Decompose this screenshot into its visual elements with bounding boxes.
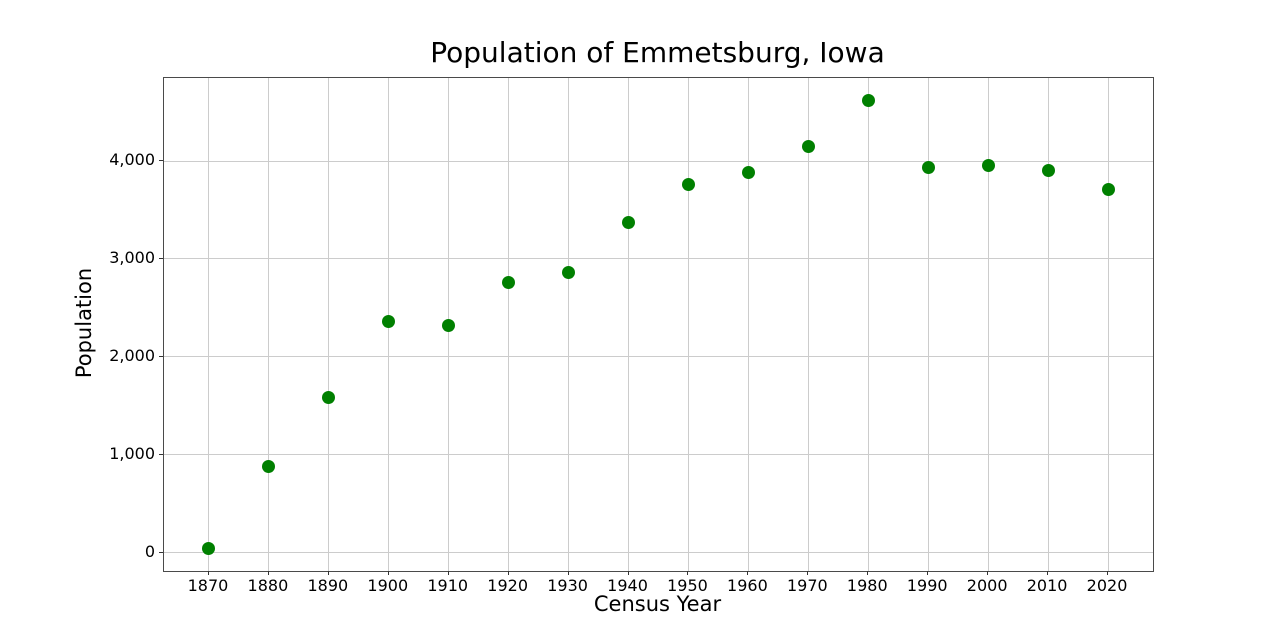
data-point bbox=[442, 318, 456, 332]
x-tick-mark bbox=[567, 571, 569, 575]
y-tick-label: 4,000 bbox=[109, 150, 155, 170]
data-point bbox=[622, 216, 636, 230]
x-tick-label: 1880 bbox=[247, 576, 289, 595]
x-tick-mark bbox=[807, 571, 809, 575]
x-tick-mark bbox=[207, 571, 209, 575]
x-tick-mark bbox=[1107, 571, 1109, 575]
y-tick-label: 3,000 bbox=[109, 247, 155, 267]
data-point bbox=[1101, 183, 1115, 197]
x-tick-mark bbox=[1047, 571, 1049, 575]
data-point bbox=[681, 178, 695, 192]
chart-title: Population of Emmetsburg, Iowa bbox=[430, 36, 885, 69]
y-tick-label: 1,000 bbox=[109, 443, 155, 463]
data-point bbox=[801, 139, 815, 153]
x-tick-mark bbox=[747, 571, 749, 575]
x-tick-label: 1910 bbox=[427, 576, 469, 595]
data-point bbox=[262, 459, 276, 473]
x-tick-label: 1890 bbox=[307, 576, 349, 595]
x-tick-label: 2010 bbox=[1026, 576, 1068, 595]
x-tick-label: 1950 bbox=[667, 576, 708, 595]
x-tick-mark bbox=[507, 571, 509, 575]
x-gridline bbox=[328, 78, 330, 571]
data-point bbox=[741, 165, 755, 179]
x-tick-mark bbox=[267, 571, 269, 575]
data-point bbox=[1041, 164, 1055, 178]
x-tick-label: 1970 bbox=[786, 576, 828, 595]
x-tick-mark bbox=[927, 571, 929, 575]
x-axis-label: Census Year bbox=[593, 592, 722, 616]
data-point bbox=[202, 542, 216, 556]
y-tick-label: 0 bbox=[144, 541, 155, 561]
x-gridline bbox=[807, 78, 809, 571]
y-tick-label: 2,000 bbox=[109, 345, 155, 365]
data-point bbox=[921, 160, 935, 174]
x-tick-label: 2020 bbox=[1086, 576, 1128, 595]
x-gridline bbox=[687, 78, 689, 571]
x-gridline bbox=[268, 78, 270, 571]
x-gridline bbox=[508, 78, 510, 571]
data-point bbox=[981, 158, 995, 172]
x-gridline bbox=[568, 78, 570, 571]
x-tick-mark bbox=[867, 571, 869, 575]
y-tick-mark bbox=[159, 257, 163, 259]
x-gridline bbox=[987, 78, 989, 571]
x-tick-label: 1960 bbox=[727, 576, 768, 595]
x-gridline bbox=[1107, 78, 1109, 571]
y-tick-mark bbox=[159, 453, 163, 455]
x-gridline bbox=[1047, 78, 1049, 571]
x-tick-mark bbox=[987, 571, 989, 575]
x-tick-label: 1870 bbox=[187, 576, 229, 595]
x-tick-label: 2000 bbox=[966, 576, 1008, 595]
x-tick-label: 1920 bbox=[487, 576, 528, 595]
x-tick-label: 1940 bbox=[607, 576, 648, 595]
y-gridline bbox=[164, 160, 1153, 162]
x-gridline bbox=[628, 78, 630, 571]
x-tick-mark bbox=[327, 571, 329, 575]
x-tick-mark bbox=[387, 571, 389, 575]
data-point bbox=[562, 265, 576, 279]
x-gridline bbox=[208, 78, 210, 571]
x-tick-mark bbox=[447, 571, 449, 575]
x-gridline bbox=[867, 78, 869, 571]
data-point bbox=[861, 93, 875, 107]
data-point bbox=[382, 315, 396, 329]
plot-area bbox=[163, 77, 1154, 572]
y-gridline bbox=[164, 356, 1153, 358]
data-point bbox=[502, 275, 516, 289]
y-gridline bbox=[164, 258, 1153, 260]
x-tick-label: 1930 bbox=[547, 576, 588, 595]
y-gridline bbox=[164, 552, 1153, 553]
y-tick-mark bbox=[159, 160, 163, 162]
x-tick-label: 1980 bbox=[846, 576, 888, 595]
x-tick-mark bbox=[627, 571, 629, 575]
y-tick-mark bbox=[159, 355, 163, 357]
x-gridline bbox=[927, 78, 929, 571]
y-gridline bbox=[164, 454, 1153, 456]
data-point bbox=[322, 391, 336, 405]
x-tick-label: 1990 bbox=[906, 576, 948, 595]
x-gridline bbox=[747, 78, 749, 571]
x-tick-label: 1900 bbox=[367, 576, 409, 595]
y-tick-mark bbox=[159, 551, 163, 553]
x-tick-mark bbox=[687, 571, 689, 575]
